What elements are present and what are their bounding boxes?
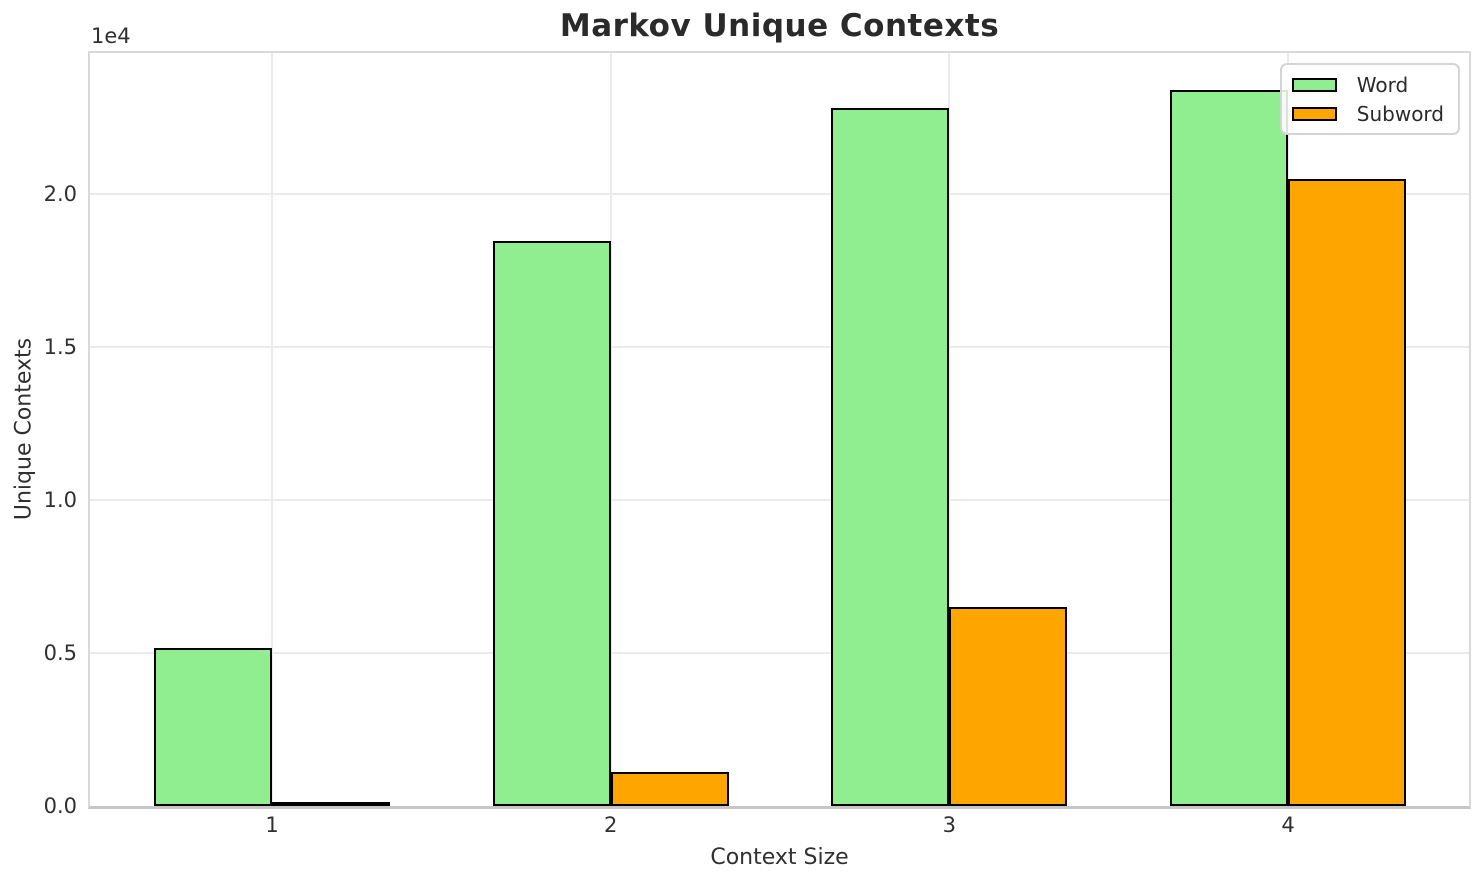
bar-subword-4	[1288, 178, 1406, 806]
bar-subword-3	[949, 607, 1068, 806]
x-tick-label: 1	[265, 813, 279, 837]
legend-swatch-subword	[1291, 106, 1337, 121]
bar-word-3	[831, 108, 950, 806]
gridline-horizontal	[90, 651, 1469, 654]
x-tick-label: 2	[603, 813, 618, 837]
y-tick-label: 0.0	[43, 794, 77, 818]
bar-word-4	[1170, 89, 1288, 806]
y-tick-label: 0.5	[43, 640, 77, 665]
gridline-horizontal	[90, 192, 1469, 195]
y-tick-label: 1.5	[43, 334, 77, 359]
bar-subword-2	[610, 772, 729, 806]
bar-word-1	[154, 648, 272, 806]
bar-subword-1	[272, 802, 390, 806]
legend: Word Subword	[1279, 63, 1460, 135]
x-axis-label: Context Size	[710, 845, 849, 870]
y-tick-label: 2.0	[43, 181, 77, 206]
gridline-horizontal	[90, 345, 1469, 348]
plot-area: Word Subword	[88, 51, 1471, 809]
legend-swatch-word	[1291, 77, 1337, 92]
legend-label: Subword	[1356, 101, 1444, 126]
gridline-vertical	[609, 53, 612, 806]
y-axis-offset-label: 1e4	[91, 24, 131, 48]
legend-label: Word	[1356, 72, 1409, 97]
x-tick-label: 4	[1281, 813, 1295, 837]
gridline-horizontal	[90, 498, 1469, 501]
bar-word-2	[492, 241, 611, 806]
gridline-vertical	[271, 53, 273, 806]
legend-item: Subword	[1291, 99, 1444, 128]
x-tick-label: 3	[942, 813, 957, 837]
chart-title: Markov Unique Contexts	[559, 8, 1000, 44]
legend-item: Word	[1291, 70, 1444, 99]
y-tick-label: 1.0	[43, 487, 77, 512]
gridline-vertical	[948, 53, 951, 806]
